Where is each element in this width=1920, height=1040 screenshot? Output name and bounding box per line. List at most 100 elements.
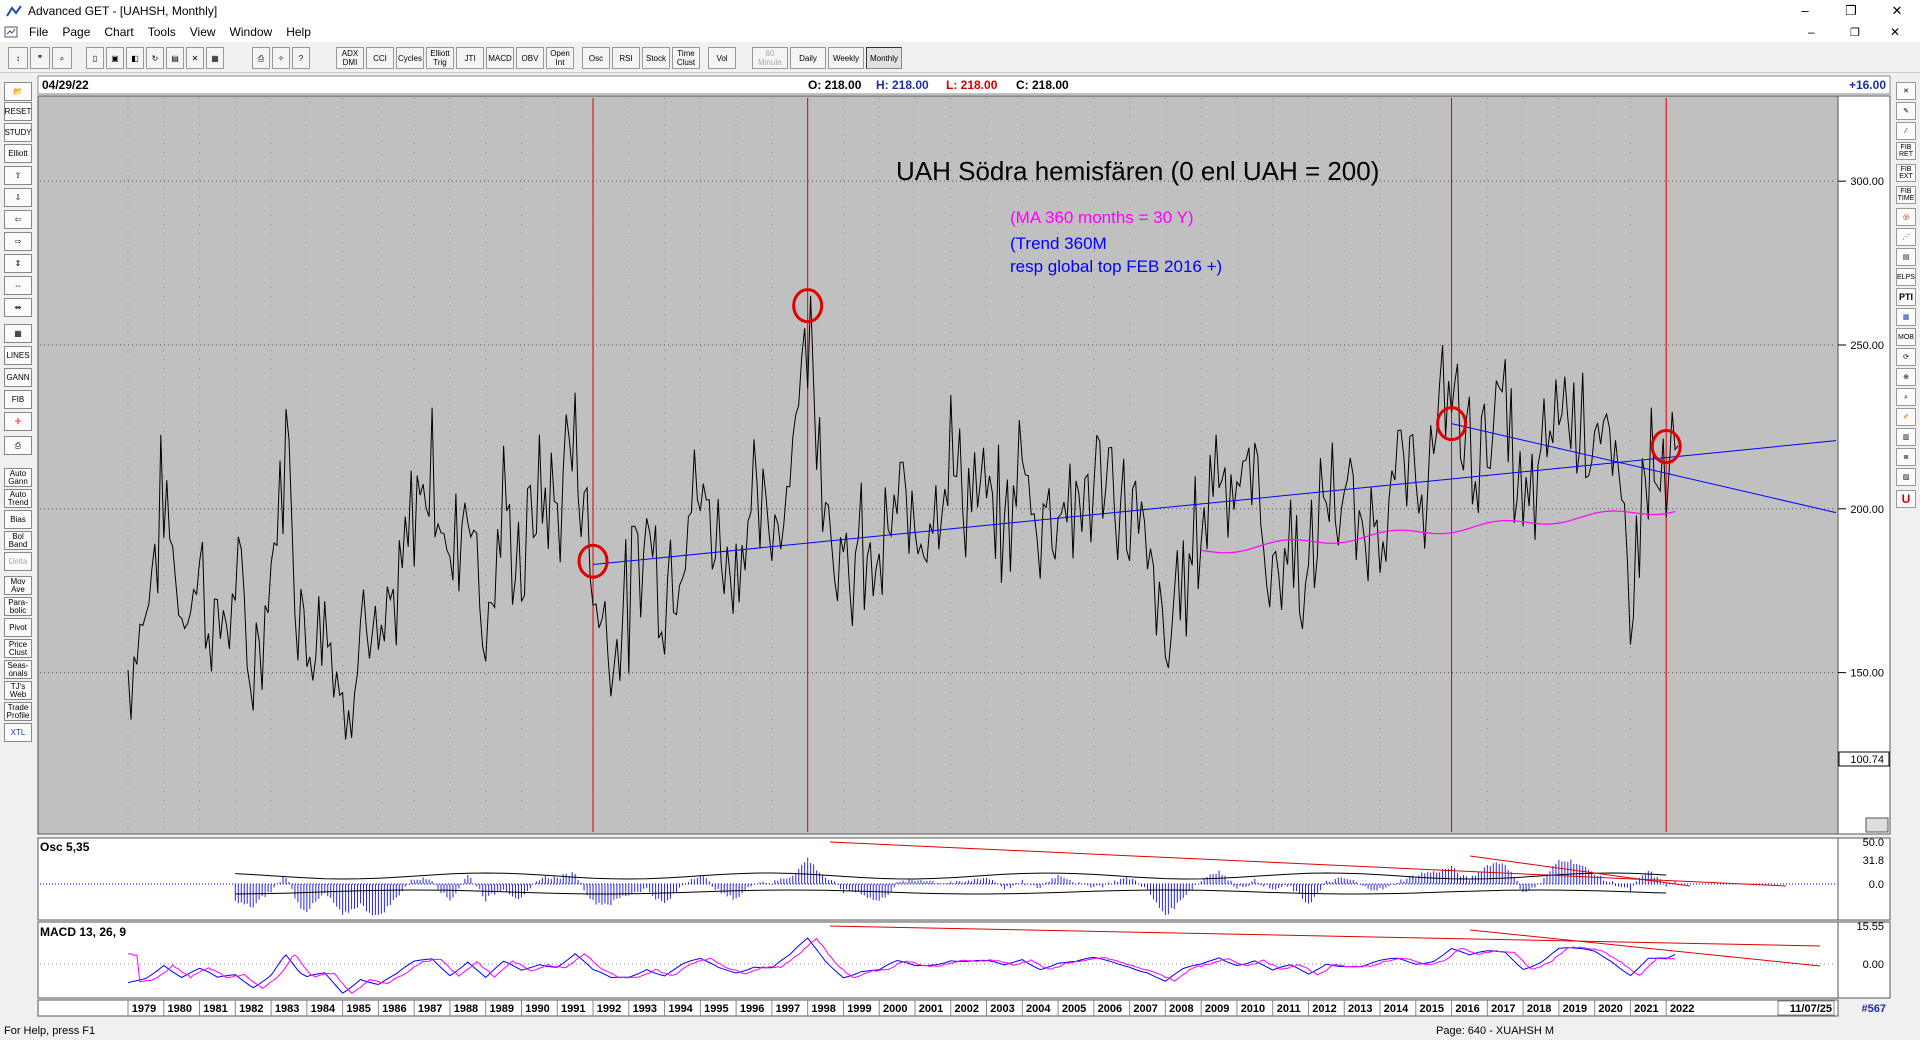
jti-button[interactable]: JTI [456,47,484,69]
fib-ext-button[interactable]: FIB EXT [1896,164,1916,182]
open-icon[interactable]: ◧ [126,47,144,69]
grid-icon[interactable]: ▦ [206,47,224,69]
menu-window[interactable]: Window [229,25,273,39]
zoom-icon[interactable]: ⌕ [52,47,72,69]
seasonals-button[interactable]: Seas-onals [4,660,32,679]
notes-icon[interactable]: ▨ [1896,468,1916,486]
menu-chart[interactable]: Chart [104,25,134,39]
spiral-icon[interactable]: ◎ [1896,208,1916,226]
refresh-icon[interactable]: ↻ [146,47,164,69]
grid-tool-icon[interactable]: ▦ [1896,308,1916,326]
x-axis-year-label: 1994 [668,1003,693,1015]
menu-help[interactable]: Help [286,25,311,39]
channel-icon[interactable]: ▤ [1896,248,1916,266]
tjs-web-button[interactable]: TJ's Web [4,681,32,700]
xtl-button[interactable]: XTL [4,723,32,742]
inner-minimize-button[interactable]: – [1808,25,1815,39]
price-clust-button[interactable]: Price Clust [4,639,32,658]
vol-button[interactable]: Vol [708,47,736,69]
help-icon[interactable]: ? [292,47,310,69]
period-monthly-button[interactable]: Monthly [866,47,902,69]
compress-icon[interactable]: ⇔ [4,276,32,295]
lines-button[interactable]: LINES [4,346,32,365]
magnifier-icon[interactable]: ⌕ [1896,388,1916,406]
menu-page[interactable]: Page [62,25,91,39]
close-x-icon[interactable]: ✕ [1896,82,1916,100]
cci-button[interactable]: CCI [366,47,394,69]
pti-button[interactable]: PTI [1896,288,1916,306]
ellipse-button[interactable]: ELPS [1896,268,1916,286]
highlighter-icon[interactable]: ✐ [1896,408,1916,426]
parabolic-button[interactable]: Para-bolic [4,597,32,616]
close-button[interactable]: ✕ [1891,3,1903,18]
osc-tick-mid: 31.8 [1863,855,1884,867]
trade-profile-button[interactable]: Trade Profile [4,702,32,721]
auto-gann-button[interactable]: Auto Gann [4,468,32,487]
reset-button[interactable]: RESET [4,102,32,121]
period-60-minute-button[interactable]: 60 Minute [752,47,788,69]
save-icon[interactable]: ▣ [106,47,124,69]
box-icon[interactable]: ▦ [4,324,32,343]
bias-button[interactable]: Bias [4,510,32,529]
rsi-button[interactable]: RSI [612,47,640,69]
bulb-icon[interactable]: ✧ [272,47,290,69]
fib-button[interactable]: FIB [4,390,32,409]
fan-icon[interactable]: ⋰ [1896,228,1916,246]
pointer-icon[interactable]: ↕ [8,47,28,69]
open-folder-icon[interactable]: 📂 [4,82,32,101]
minimize-button[interactable]: – [1801,3,1809,18]
bol-band-button[interactable]: Bol Band [4,531,32,550]
period-weekly-button[interactable]: Weekly [828,47,864,69]
inner-restore-button[interactable]: ❐ [1850,26,1860,39]
macd-signal-line [128,937,1676,994]
refresh-tool-icon[interactable]: ⟳ [1896,348,1916,366]
macd-button[interactable]: MACD [486,47,514,69]
print-chart-icon[interactable]: ⎙ [4,436,32,455]
arrow-down-icon[interactable]: ⇩ [4,188,32,207]
adx-dmi-button[interactable]: ADX DMI [336,47,364,69]
period-daily-button[interactable]: Daily [790,47,826,69]
auto-trend-button[interactable]: Auto Trend [4,489,32,508]
line-tool-icon[interactable]: ⁄ [1896,122,1916,140]
obv-button[interactable]: OBV [516,47,544,69]
osc-button[interactable]: Osc [582,47,610,69]
toolbox-icon[interactable] [1865,817,1889,833]
zoom-in-icon[interactable]: ⊕ [1896,368,1916,386]
open-int-button[interactable]: Open Int [546,47,574,69]
arrow-left-icon[interactable]: ⇦ [4,210,32,229]
expand-icon[interactable]: ⇹ [4,298,32,317]
table-icon[interactable]: ▥ [1896,428,1916,446]
mob-button[interactable]: MOB [1896,328,1916,346]
arrow-right-icon[interactable]: ⇨ [4,232,32,251]
menu-view[interactable]: View [189,25,216,39]
menu-tools[interactable]: Tools [147,25,176,39]
study-button[interactable]: STUDY [4,123,32,142]
fib-ret-button[interactable]: FIB RET [1896,142,1916,160]
pivot-button[interactable]: Pivot [4,618,32,637]
magnet-icon[interactable]: U [1896,490,1916,508]
elliott-button[interactable]: Elliott [4,144,32,163]
crosshair-icon[interactable]: ✛ [4,412,32,431]
quote-icon[interactable]: ❞ [30,47,50,69]
mov-ave-button[interactable]: Mov Ave [4,576,32,595]
cycles-button[interactable]: Cycles [396,47,424,69]
delta-button[interactable]: Delta [4,552,32,571]
cross-icon[interactable]: ✕ [186,47,204,69]
pencil-icon[interactable]: ✎ [1896,102,1916,120]
fib-time-button[interactable]: FIB TIME [1896,186,1916,204]
restore-button[interactable]: ❐ [1845,3,1857,18]
chart-icon[interactable]: ▤ [166,47,184,69]
stock-button[interactable]: Stock [642,47,670,69]
inner-close-button[interactable]: ✕ [1890,25,1901,39]
menu-file[interactable]: File [29,25,49,39]
list-icon[interactable]: ≣ [1896,448,1916,466]
time-clust-button[interactable]: Time Clust [672,47,700,69]
print-icon[interactable]: ⎙ [252,47,270,69]
x-axis-year-label: 2012 [1312,1003,1336,1015]
scale-icon[interactable]: ⇕ [4,254,32,273]
gann-button[interactable]: GANN [4,368,32,387]
new-page-icon[interactable]: ▯ [86,47,104,69]
elliott-trig-button[interactable]: Elliott Trig [426,47,454,69]
arrow-up-icon[interactable]: ⇧ [4,166,32,185]
